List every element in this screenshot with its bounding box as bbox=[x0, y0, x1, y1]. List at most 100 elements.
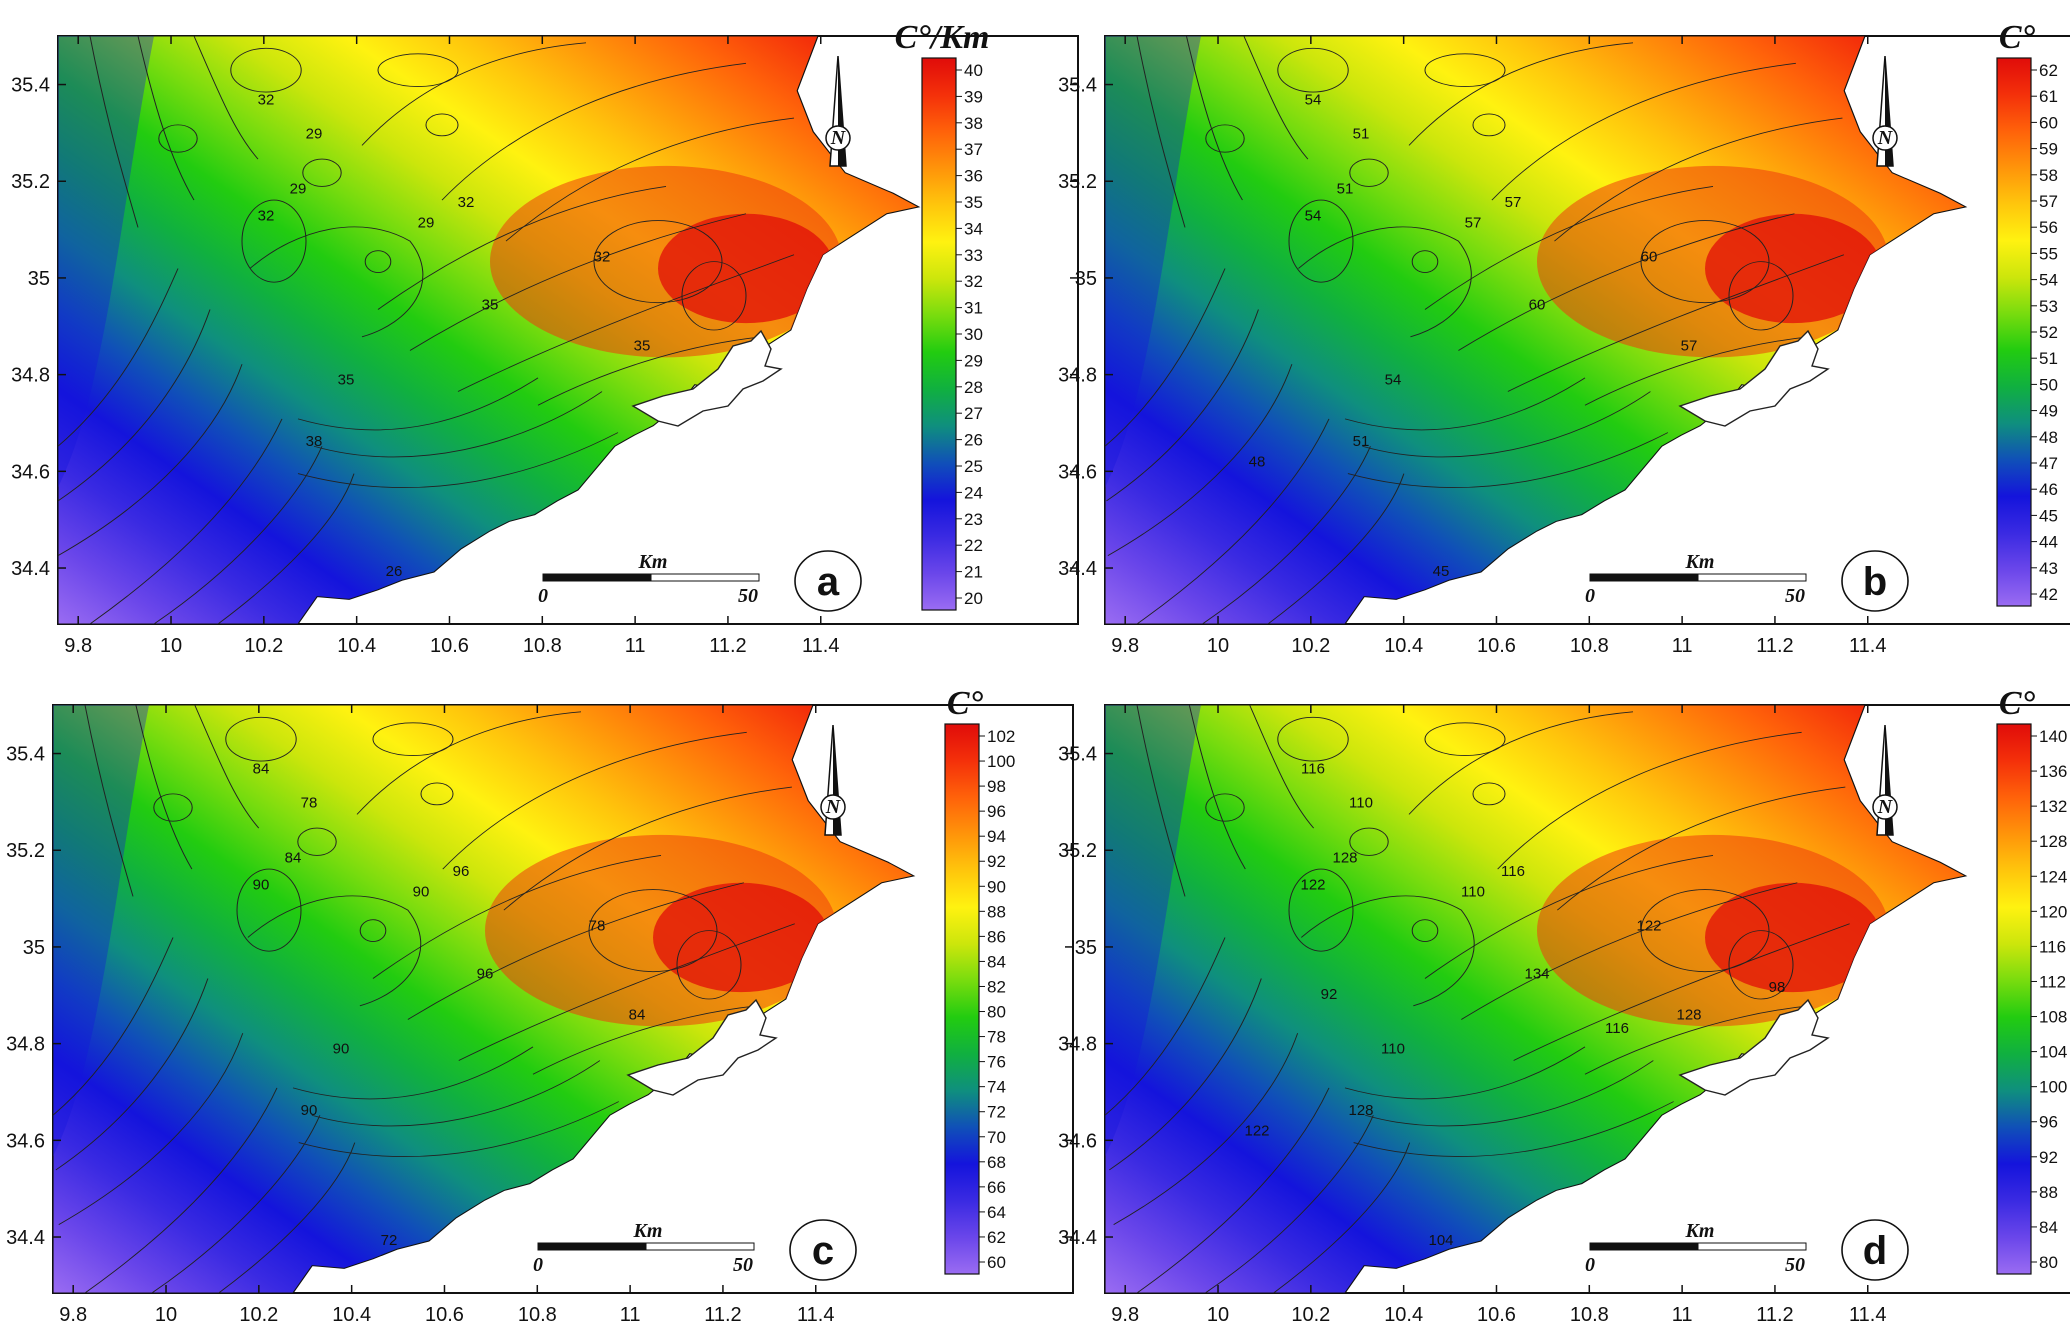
x-tick-label: 11.2 bbox=[709, 635, 746, 657]
y-tick-label: 35.2 bbox=[1058, 171, 1097, 193]
x-tick-label: 10.4 bbox=[1384, 635, 1423, 657]
contour-label: 128 bbox=[1676, 1007, 1701, 1024]
contour-line bbox=[1584, 336, 1810, 406]
contour-label: 72 bbox=[381, 1232, 398, 1249]
contour-line bbox=[1584, 1005, 1810, 1075]
contour-line bbox=[311, 1060, 601, 1127]
contour-label: 110 bbox=[1461, 883, 1485, 900]
y-tick-label: 34.8 bbox=[1058, 365, 1097, 387]
contour-line bbox=[194, 705, 260, 829]
contour-line bbox=[505, 117, 795, 242]
contour-label: 32 bbox=[258, 91, 275, 108]
contour-line bbox=[1362, 391, 1651, 458]
colorbar-tick-label: 57 bbox=[2039, 192, 2058, 211]
contour-line bbox=[58, 364, 243, 556]
contour-label: 90 bbox=[413, 883, 430, 900]
contour-label: 29 bbox=[418, 214, 435, 231]
colorbar-tick-label: 132 bbox=[2039, 797, 2067, 816]
scale-end: 50 bbox=[733, 1254, 753, 1276]
contour-line bbox=[1365, 1060, 1654, 1127]
contour-loop bbox=[225, 716, 297, 762]
contour-label: 128 bbox=[1332, 849, 1357, 866]
y-tick-label: 35.2 bbox=[1058, 840, 1097, 862]
colorbar-tick-label: 23 bbox=[964, 510, 983, 529]
contour-loop bbox=[1288, 199, 1354, 283]
contour-label: 32 bbox=[258, 208, 275, 225]
y-tick-label: 34.6 bbox=[6, 1130, 45, 1152]
contour-label: 32 bbox=[594, 249, 611, 266]
contour-loop bbox=[676, 930, 742, 1000]
y-tick-label: 35 bbox=[1075, 937, 1097, 959]
contour-line bbox=[503, 786, 792, 911]
contour-label: 29 bbox=[290, 180, 307, 197]
contour-loop bbox=[372, 722, 454, 757]
colorbar-unit: C° bbox=[1999, 685, 2036, 722]
y-tick-label: 35 bbox=[1075, 268, 1097, 290]
contour-line bbox=[1267, 473, 1405, 625]
map-panel-c: 84 78 84 90 90 96 96 78 84 90 90 72 9.8 10 10.2 10.4 10.… bbox=[6, 685, 1074, 1326]
y-tick-label: 34.4 bbox=[11, 558, 50, 580]
contour-label: 110 bbox=[1349, 795, 1373, 812]
contour-loop bbox=[377, 53, 459, 88]
contour-label: 96 bbox=[453, 863, 470, 880]
colorbar-tick-label: 124 bbox=[2039, 867, 2067, 886]
contour-label: 90 bbox=[333, 1041, 350, 1058]
colorbar-tick-label: 108 bbox=[2039, 1008, 2067, 1027]
contour-label: 96 bbox=[477, 965, 494, 982]
north-arrow-icon: N bbox=[820, 724, 846, 836]
contour-label: 57 bbox=[1681, 338, 1698, 355]
contour-line bbox=[1205, 1115, 1374, 1294]
colorbar-tick-label: 34 bbox=[964, 219, 983, 238]
colorbar-tick-label: 100 bbox=[987, 752, 1015, 771]
contour-line bbox=[1105, 937, 1226, 1116]
contour-label: 51 bbox=[1353, 433, 1370, 450]
colorbar-tick-label: 46 bbox=[2039, 480, 2058, 499]
colorbar-tick-label: 84 bbox=[987, 952, 1006, 971]
panel-letter-badge bbox=[1841, 1219, 1909, 1281]
contour-label: 104 bbox=[1428, 1232, 1453, 1249]
colorbar-tick-label: 33 bbox=[964, 246, 983, 265]
colorbar-tick-label: 92 bbox=[2039, 1148, 2058, 1167]
colorbar-tick-label: 70 bbox=[987, 1128, 1006, 1147]
contour-line bbox=[457, 254, 795, 392]
contour-line bbox=[1344, 377, 1586, 431]
x-tick-label: 10.2 bbox=[239, 1304, 278, 1326]
contour-line bbox=[313, 391, 603, 458]
contour-loop bbox=[1728, 930, 1794, 1000]
contour-label: 110 bbox=[1381, 1041, 1405, 1058]
contour-line bbox=[292, 1046, 534, 1100]
contour-line bbox=[89, 36, 139, 228]
contour-loop bbox=[1411, 250, 1439, 273]
contour-label: 57 bbox=[1465, 214, 1482, 231]
colorbar: 140 136 132 128 124 120 116 112 108 104 100 96 92 88 8… bbox=[1996, 685, 2067, 1275]
contour-label: 35 bbox=[634, 338, 651, 355]
land-area bbox=[1104, 704, 1968, 1294]
contour-label: 29 bbox=[306, 126, 323, 143]
contour-line bbox=[1136, 705, 1186, 897]
colorbar: 62 61 60 59 58 57 56 55 54 53 52 51 50 49 48 47 46 45 44 43… bbox=[1996, 19, 2058, 607]
contour-line bbox=[1497, 731, 1802, 870]
contour-loop bbox=[1288, 868, 1354, 952]
x-tick-label: 9.8 bbox=[59, 1304, 87, 1326]
contour-loop bbox=[1640, 889, 1770, 973]
contour-loop bbox=[1349, 827, 1389, 856]
colorbar-ramp bbox=[1996, 723, 2032, 1275]
contour-label: 84 bbox=[285, 849, 302, 866]
contour-label: 38 bbox=[306, 433, 323, 450]
contour-line bbox=[537, 336, 763, 406]
x-tick-label: 11.2 bbox=[704, 1304, 741, 1326]
colorbar-tick-label: 51 bbox=[2039, 349, 2058, 368]
contour-label: 26 bbox=[386, 563, 403, 580]
colorbar-tick-label: 60 bbox=[987, 1253, 1006, 1272]
contour-label: 51 bbox=[1353, 126, 1370, 143]
y-tick-label: 34.4 bbox=[1058, 1227, 1097, 1249]
contour-label: 98 bbox=[1769, 979, 1786, 996]
scale-start: 0 bbox=[1585, 585, 1595, 607]
colorbar-tick-label: 42 bbox=[2039, 585, 2058, 604]
colorbar-tick-label: 37 bbox=[964, 140, 983, 159]
contour-line bbox=[1249, 705, 1315, 829]
colorbar-tick-label: 76 bbox=[987, 1053, 1006, 1072]
contour-line bbox=[1136, 36, 1186, 228]
x-tick-label: 9.8 bbox=[64, 635, 92, 657]
contour-line bbox=[297, 432, 619, 488]
